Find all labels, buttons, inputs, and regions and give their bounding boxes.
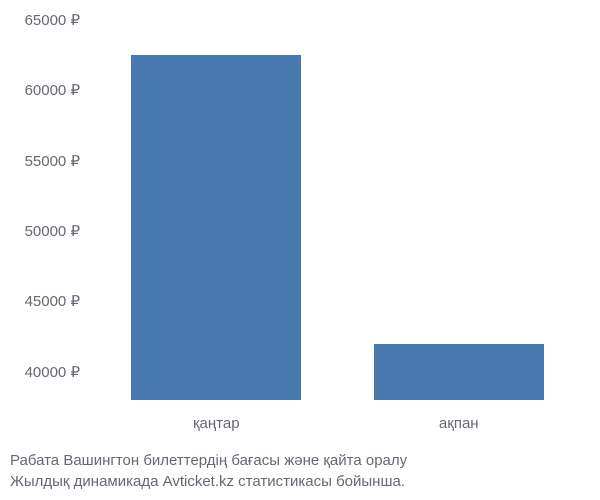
x-axis: қаңтар ақпан [95,405,580,435]
bar [374,344,544,400]
y-tick-label: 50000 ₽ [25,222,80,240]
y-tick-label: 55000 ₽ [25,152,80,170]
caption-line-2: Жылдық динамикада Avticket.kz статистика… [10,471,590,492]
y-axis: 40000 ₽45000 ₽50000 ₽55000 ₽60000 ₽65000… [0,20,90,400]
y-tick-label: 40000 ₽ [25,363,80,381]
x-tick-label: ақпан [439,415,479,432]
y-tick-label: 60000 ₽ [25,81,80,99]
chart-caption: Рабата Вашингтон билеттердің бағасы және… [10,450,590,492]
bar [131,55,301,400]
chart-plot-area [95,20,580,400]
caption-line-1: Рабата Вашингтон билеттердің бағасы және… [10,450,590,471]
x-tick-label: қаңтар [193,415,240,432]
bars-container [95,20,580,400]
y-tick-label: 45000 ₽ [25,292,80,310]
y-tick-label: 65000 ₽ [25,11,80,29]
